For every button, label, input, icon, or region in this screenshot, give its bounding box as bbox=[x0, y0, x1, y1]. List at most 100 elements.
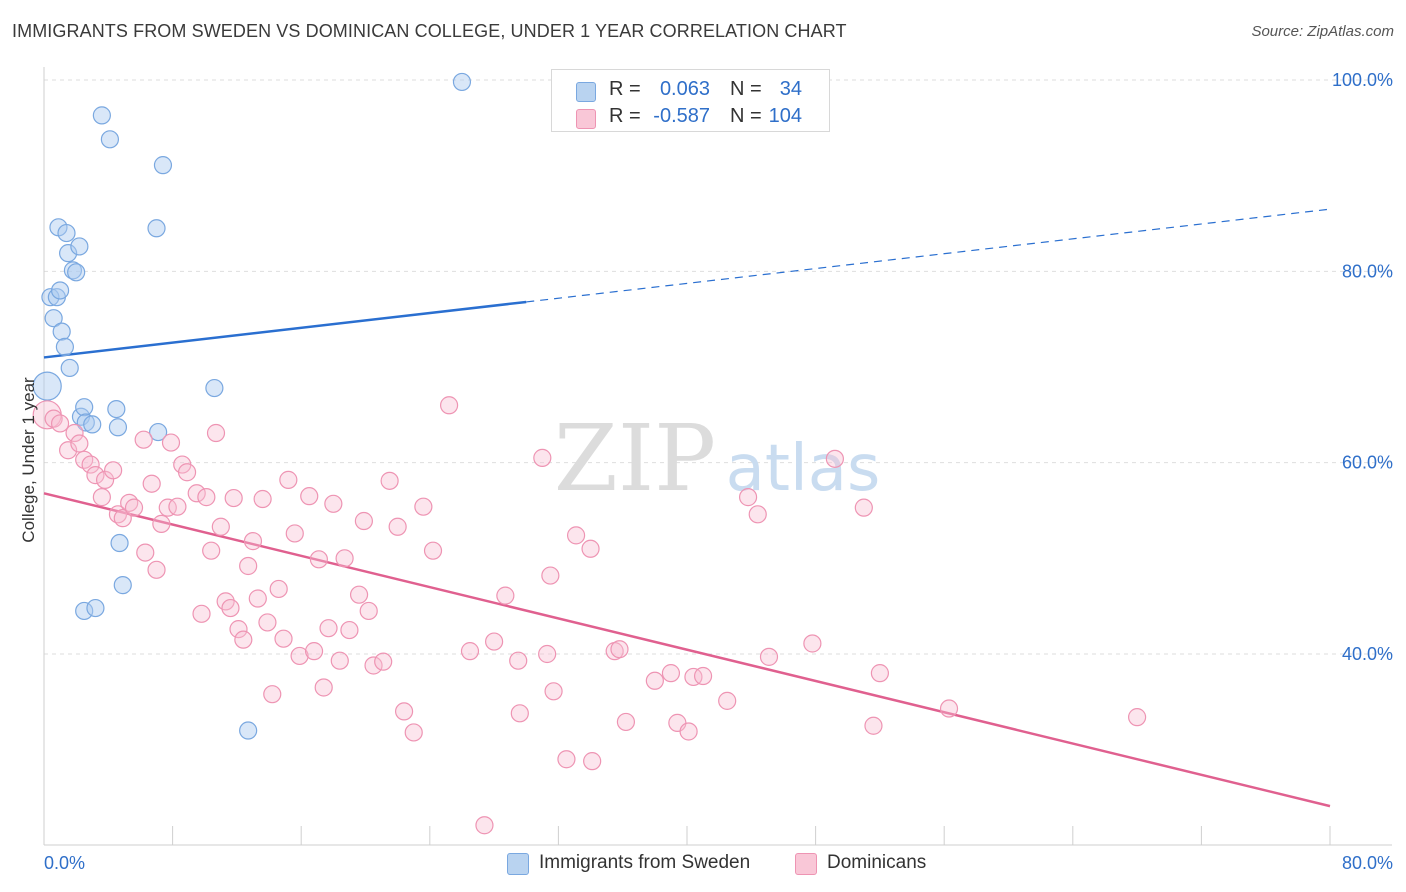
dominican-point bbox=[738, 488, 758, 507]
legend-r-label: R = bbox=[609, 105, 641, 127]
dominican-point bbox=[475, 816, 494, 835]
legend-r-value: 0.063 bbox=[659, 78, 710, 100]
dominican-point bbox=[610, 640, 629, 659]
dominican-point bbox=[248, 589, 267, 608]
dominican-point bbox=[136, 543, 155, 562]
legend-label-dominicans: Dominicans bbox=[827, 852, 927, 873]
dominican-point bbox=[152, 514, 171, 533]
dominican-point bbox=[258, 613, 277, 632]
dominican-point bbox=[147, 560, 166, 579]
y-tick-label: 100.0% bbox=[1332, 70, 1393, 90]
dominican-point bbox=[1127, 708, 1147, 727]
legend-n-value: 34 bbox=[779, 78, 802, 100]
dominican-point bbox=[221, 598, 240, 618]
sweden-point bbox=[147, 219, 166, 238]
legend-n-label: N = bbox=[730, 78, 762, 100]
dominican-point bbox=[693, 666, 713, 686]
sweden-point bbox=[75, 398, 94, 417]
dominican-point bbox=[870, 664, 890, 683]
dominican-point bbox=[253, 489, 272, 509]
sweden-point bbox=[149, 422, 168, 442]
sweden-point bbox=[50, 281, 70, 300]
y-tick-label: 60.0% bbox=[1342, 453, 1393, 473]
grid-lines bbox=[44, 79, 1392, 655]
dominican-trend-line bbox=[43, 492, 1331, 808]
dominican-point bbox=[113, 509, 132, 528]
sweden-point bbox=[205, 378, 224, 398]
dominican-point bbox=[304, 642, 324, 661]
dominican-point bbox=[718, 691, 737, 710]
dominican-point bbox=[364, 656, 383, 675]
dominican-point bbox=[206, 423, 226, 443]
sweden-point bbox=[86, 598, 105, 618]
sweden-point bbox=[41, 288, 60, 307]
tick-labels: 40.0% 60.0% 80.0% 100.0% 0.0% 80.0% bbox=[44, 70, 1393, 873]
dominican-point bbox=[290, 646, 309, 666]
y-tick-label: 80.0% bbox=[1342, 261, 1393, 281]
dominican-point bbox=[354, 511, 373, 531]
sweden-point bbox=[113, 576, 132, 595]
dominican-point bbox=[243, 532, 263, 551]
dominican-point bbox=[374, 652, 393, 671]
dominican-point bbox=[349, 585, 369, 604]
dominican-point bbox=[142, 474, 161, 493]
sweden-point bbox=[67, 263, 86, 282]
dominican-point bbox=[285, 524, 304, 543]
sweden-point bbox=[70, 237, 89, 256]
dominican-point bbox=[684, 667, 703, 687]
dominican-point bbox=[224, 488, 243, 508]
dominican-point bbox=[177, 463, 197, 482]
chart-title: IMMIGRANTS FROM SWEDEN VS DOMINICAN COLL… bbox=[12, 21, 847, 41]
dominican-point bbox=[263, 685, 282, 704]
dominican-point bbox=[319, 619, 338, 638]
dominican-point bbox=[566, 526, 586, 545]
axes bbox=[43, 67, 1392, 846]
dominican-point bbox=[533, 448, 552, 467]
dominican-point bbox=[380, 471, 399, 490]
dominican-point bbox=[496, 586, 515, 605]
dominican-point bbox=[616, 712, 636, 732]
dominican-point bbox=[541, 566, 560, 585]
y-axis-label: College, Under 1 year bbox=[19, 377, 38, 543]
legend-r-value: -0.587 bbox=[653, 105, 710, 127]
sweden-point bbox=[44, 309, 63, 328]
legend-label-sweden: Immigrants from Sweden bbox=[539, 852, 751, 873]
legend-row-sweden: R = 0.063 N = 34 bbox=[552, 78, 829, 102]
sweden-point bbox=[52, 322, 71, 341]
dominican-point bbox=[414, 497, 433, 516]
watermark-atlas: atlas bbox=[726, 432, 881, 506]
watermark-zip: ZIP bbox=[554, 405, 716, 512]
dominican-point bbox=[197, 488, 216, 507]
dominican-point bbox=[234, 630, 253, 649]
x-tick-label: 0.0% bbox=[44, 853, 85, 873]
dominican-point bbox=[748, 505, 767, 524]
dominican-point bbox=[583, 752, 602, 771]
source-credit: Source: ZipAtlas.com bbox=[1251, 23, 1394, 40]
dominican-point bbox=[439, 396, 459, 415]
dominican-point bbox=[581, 539, 600, 558]
dominican-point bbox=[854, 498, 873, 517]
trend-lines bbox=[43, 208, 1331, 808]
legend-swatch-sweden bbox=[507, 853, 529, 875]
sweden-point bbox=[32, 371, 62, 401]
dominican-point bbox=[134, 430, 153, 449]
sweden-trend-extension bbox=[526, 208, 1331, 303]
dominican-point bbox=[645, 671, 664, 690]
dominican-point bbox=[300, 487, 319, 506]
dominican-point bbox=[86, 466, 105, 485]
dominican-point bbox=[388, 517, 407, 536]
sweden-point bbox=[110, 533, 129, 553]
dominican-point bbox=[679, 722, 698, 741]
x-tick-label: 80.0% bbox=[1342, 853, 1393, 873]
sweden-point bbox=[76, 413, 95, 432]
dominican-point bbox=[825, 449, 844, 468]
sweden-point bbox=[57, 223, 76, 243]
sweden-trend-line bbox=[43, 300, 527, 359]
sweden-point bbox=[55, 337, 74, 357]
sweden-point bbox=[100, 130, 120, 149]
dominican-point bbox=[92, 488, 111, 507]
dominican-point bbox=[70, 434, 89, 453]
sweden-point bbox=[92, 106, 111, 125]
dominican-point bbox=[168, 497, 187, 516]
